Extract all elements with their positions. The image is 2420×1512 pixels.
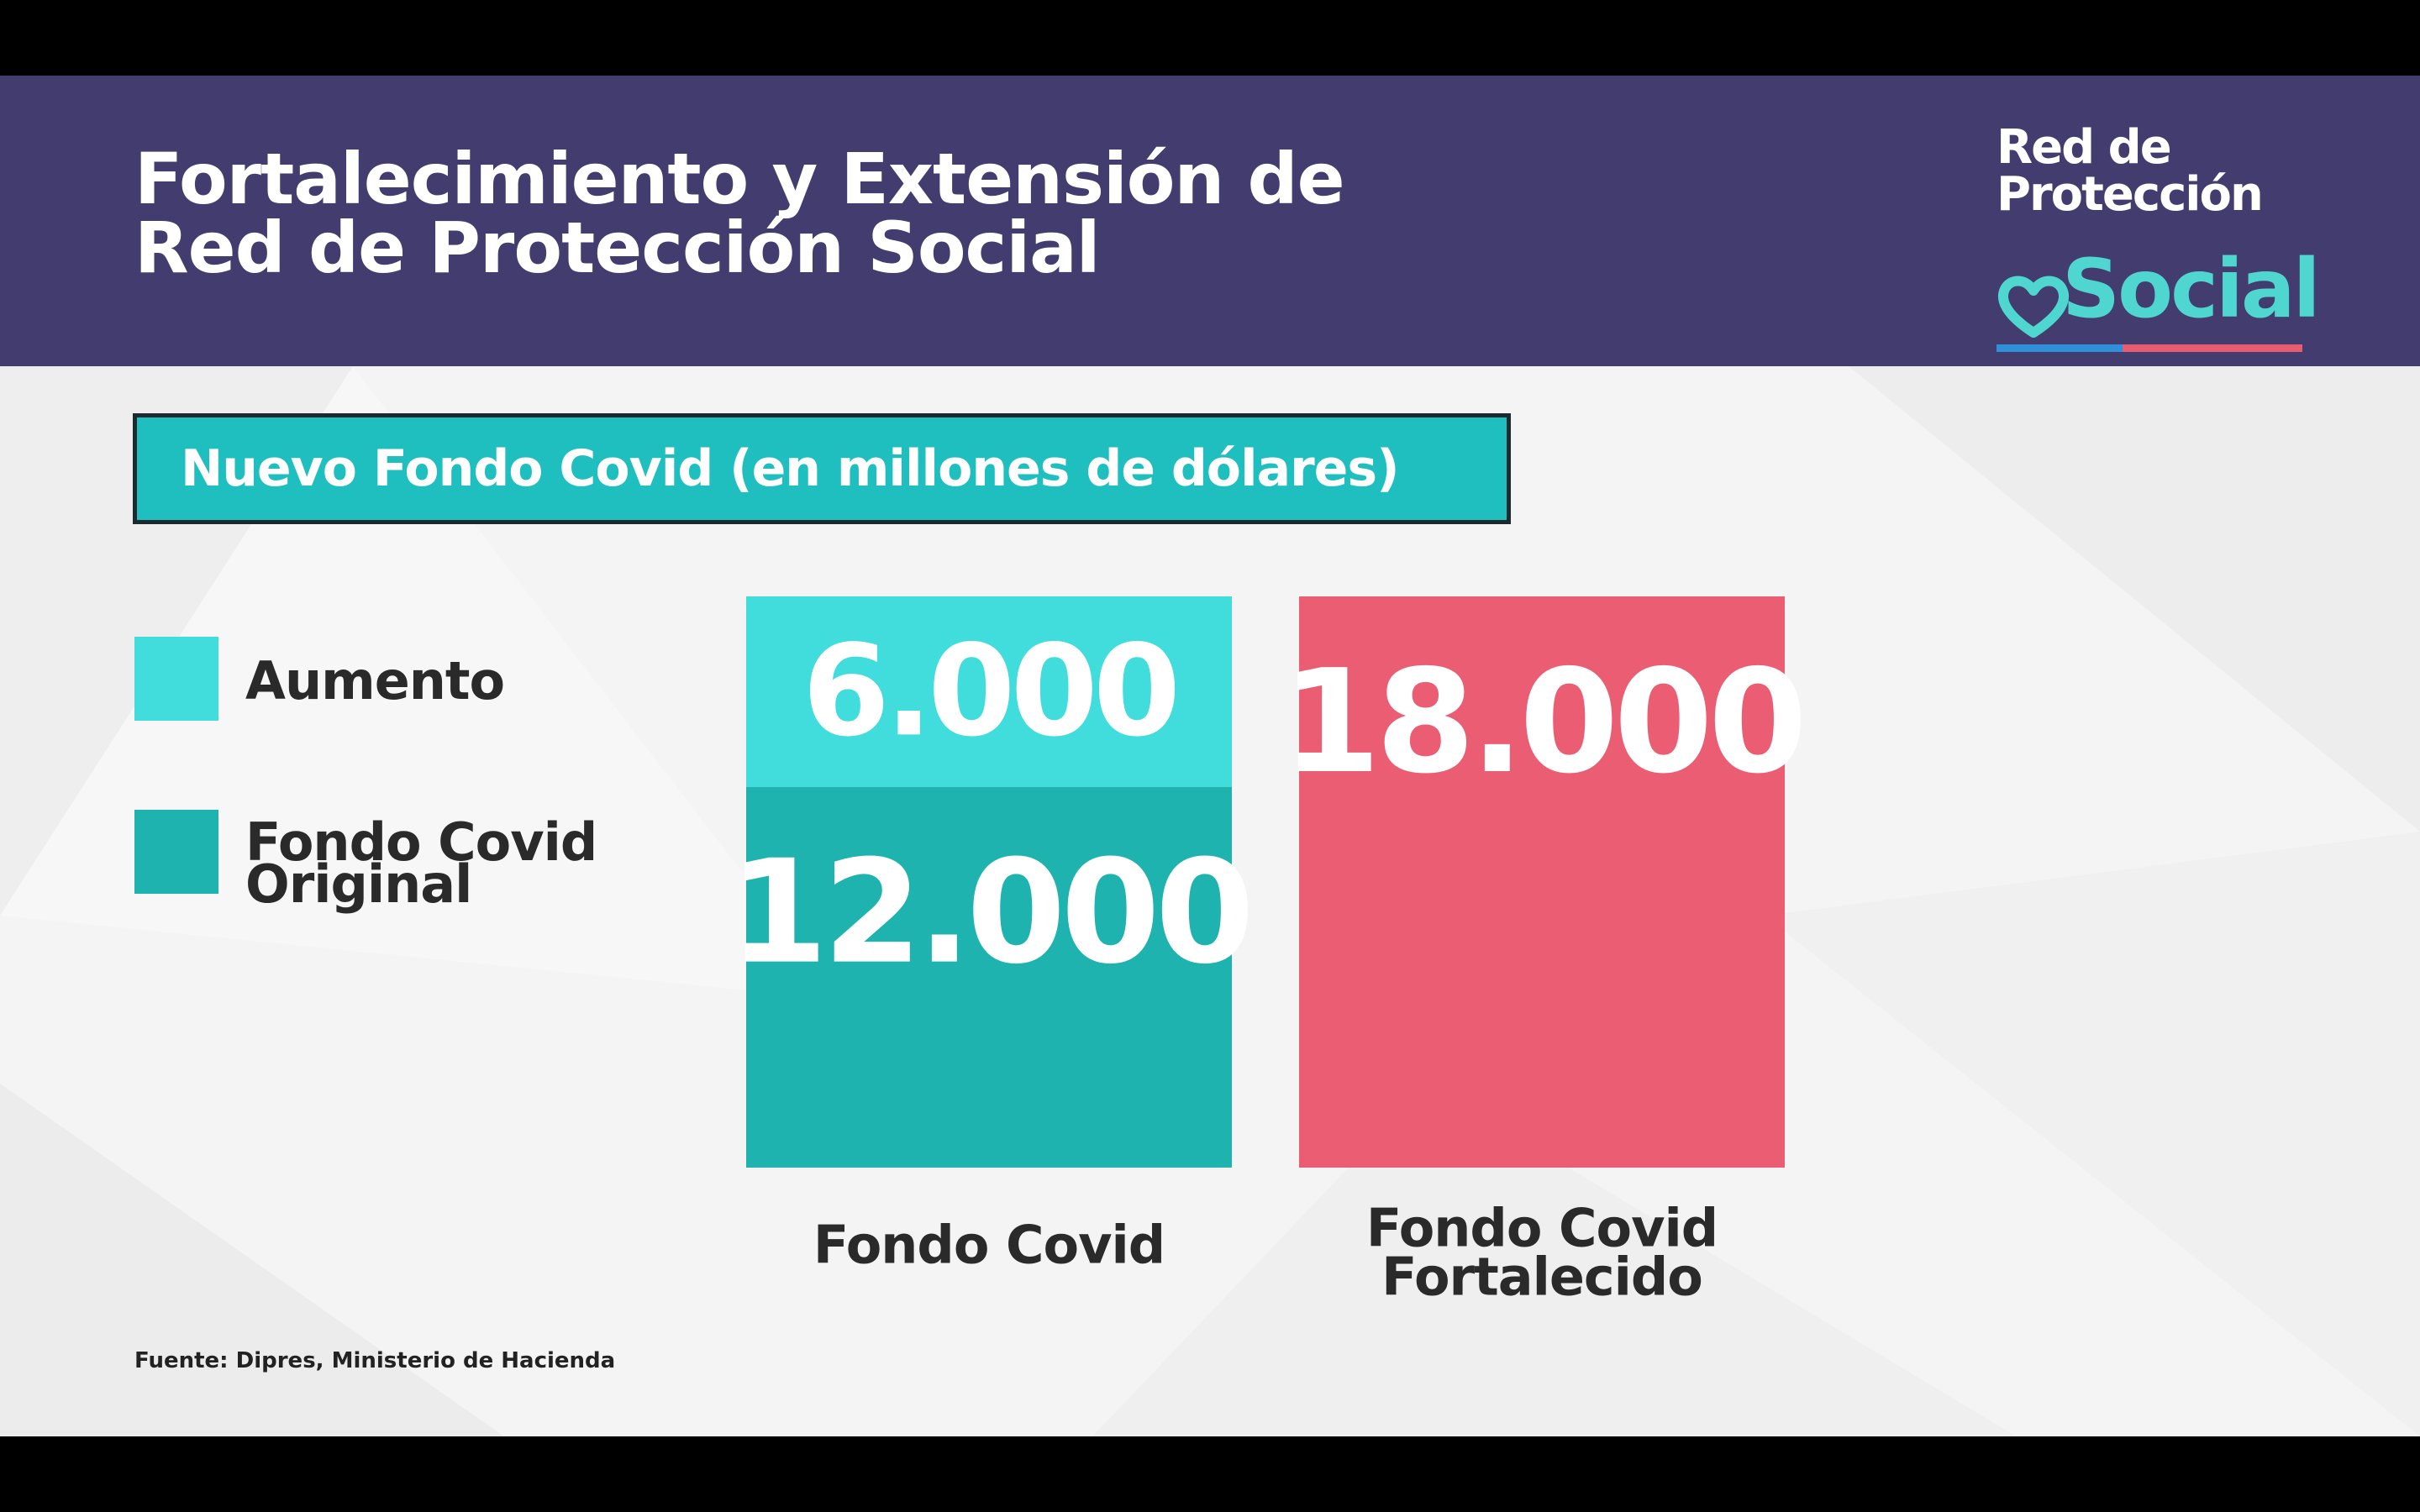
category-label-1-1: Fortalecido (1381, 1247, 1702, 1308)
category-label-1-0: Fondo Covid (1366, 1198, 1718, 1259)
logo-underline-blue (1996, 344, 2123, 352)
bar-aumento-0 (746, 596, 1232, 787)
logo-text-line3: Social (2062, 242, 2321, 336)
chart-title: Nuevo Fondo Covid (en millones de dólare… (181, 439, 1400, 498)
header-banner: Fortalecimiento y Extensión de Red de Pr… (0, 76, 2420, 366)
logo-text-line2: Protección (1996, 167, 2264, 222)
legend-swatch-aumento (134, 637, 218, 721)
page-title: Fortalecimiento y Extensión de Red de Pr… (134, 138, 1345, 289)
source-note: Fuente: Dipres, Ministerio de Hacienda (134, 1348, 616, 1373)
bar-value-label-fondo-covid-fortalecido-1: 18.000 (1281, 639, 1802, 806)
category-label-0-0: Fondo Covid (813, 1215, 1165, 1276)
chart-title-box: Nuevo Fondo Covid (en millones de dólare… (133, 413, 1511, 524)
logo-text-line1: Red de (1996, 120, 2172, 175)
legend-swatch-fondo-original (134, 810, 218, 894)
red-proteccion-social-logo: Red de Protección Social (1996, 120, 2321, 385)
legend-label-aumento: Aumento (245, 650, 505, 711)
logo-underline-red (2123, 344, 2302, 352)
bar-fondo-covid-fortalecido-1 (1299, 596, 1785, 1168)
slide: Fortalecimiento y Extensión de Red de Pr… (0, 76, 2420, 1436)
page-title-line2: Red de Protección Social (134, 207, 1101, 289)
heart-icon (1997, 276, 2070, 338)
page-title-line1: Fortalecimiento y Extensión de (134, 138, 1345, 220)
legend-label-fondo-original-line1: Fondo Covid (245, 811, 597, 873)
bar-fondo-covid-original-0 (746, 786, 1232, 1168)
bar-value-label-aumento-0: 6.000 (802, 618, 1176, 764)
legend-label-fondo-original-line2: Original (245, 853, 472, 915)
bar-value-label-fondo-covid-original-0: 12.000 (729, 830, 1249, 996)
